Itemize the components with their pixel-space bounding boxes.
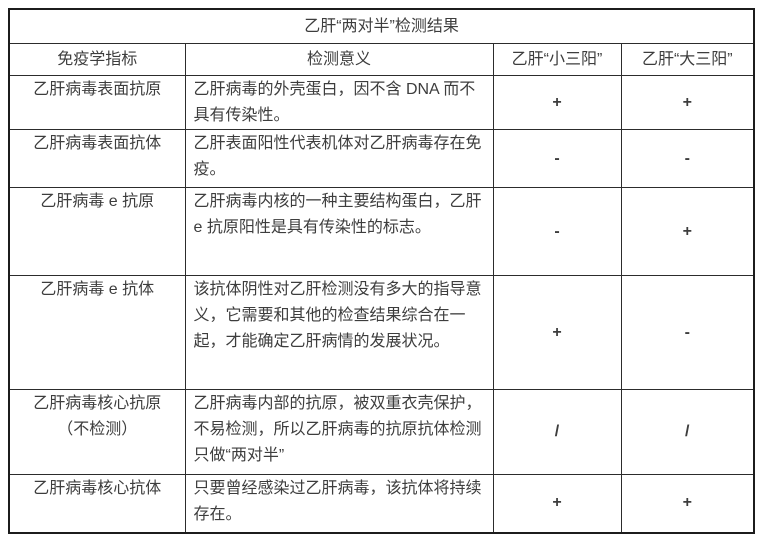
meaning-cell: 只要曾经感染过乙肝病毒，该抗体将持续存在。 xyxy=(184,474,494,533)
col-header-major-pattern: 乙肝“大三阳” xyxy=(620,43,755,76)
hbv-two-pairs-test-table: 乙肝“两对半”检测结果 免疫学指标 检测意义 乙肝“小三阳” 乙肝“大三阳” 乙… xyxy=(8,8,756,534)
indicator-cell: 乙肝病毒核心抗体 xyxy=(8,474,186,533)
indicator-cell: 乙肝病毒表面抗体 xyxy=(8,129,186,188)
col-header-indicator: 免疫学指标 xyxy=(8,43,186,76)
indicator-cell: 乙肝病毒核心抗原 （不检测） xyxy=(8,389,186,475)
major-result-cell: - xyxy=(620,129,755,188)
table-header-row: 免疫学指标 检测意义 乙肝“小三阳” 乙肝“大三阳” xyxy=(8,43,755,76)
minor-result-cell: + xyxy=(492,75,622,130)
meaning-cell: 乙肝表面阳性代表机体对乙肝病毒存在免疫。 xyxy=(184,129,494,188)
table-title-row: 乙肝“两对半”检测结果 xyxy=(8,8,755,44)
table-row: 乙肝病毒 e 抗体 该抗体阴性对乙肝检测没有多大的指导意义，它需要和其他的检查结… xyxy=(8,275,755,390)
indicator-cell: 乙肝病毒表面抗原 xyxy=(8,75,186,130)
table-title: 乙肝“两对半”检测结果 xyxy=(8,8,755,44)
minor-result-cell: + xyxy=(492,474,622,533)
table-row: 乙肝病毒核心抗体 只要曾经感染过乙肝病毒，该抗体将持续存在。 + + xyxy=(8,474,755,533)
meaning-cell: 乙肝病毒内部的抗原，被双重衣壳保护，不易检测，所以乙肝病毒的抗原抗体检测只做“两… xyxy=(184,389,494,475)
meaning-cell: 乙肝病毒的外壳蛋白，因不含 DNA 而不具有传染性。 xyxy=(184,75,494,130)
table-row: 乙肝病毒表面抗原 乙肝病毒的外壳蛋白，因不含 DNA 而不具有传染性。 + + xyxy=(8,75,755,130)
meaning-cell: 该抗体阴性对乙肝检测没有多大的指导意义，它需要和其他的检查结果综合在一起，才能确… xyxy=(184,275,494,390)
indicator-cell: 乙肝病毒 e 抗原 xyxy=(8,187,186,276)
table-row: 乙肝病毒核心抗原 （不检测） 乙肝病毒内部的抗原，被双重衣壳保护，不易检测，所以… xyxy=(8,389,755,475)
major-result-cell: + xyxy=(620,75,755,130)
major-result-cell: + xyxy=(620,187,755,276)
major-result-cell: + xyxy=(620,474,755,533)
table-row: 乙肝病毒表面抗体 乙肝表面阳性代表机体对乙肝病毒存在免疫。 - - xyxy=(8,129,755,188)
minor-result-cell: - xyxy=(492,129,622,188)
table-row: 乙肝病毒 e 抗原 乙肝病毒内核的一种主要结构蛋白，乙肝 e 抗原阳性是具有传染… xyxy=(8,187,755,276)
col-header-meaning: 检测意义 xyxy=(184,43,494,76)
minor-result-cell: / xyxy=(492,389,622,475)
major-result-cell: / xyxy=(620,389,755,475)
indicator-cell: 乙肝病毒 e 抗体 xyxy=(8,275,186,390)
major-result-cell: - xyxy=(620,275,755,390)
minor-result-cell: + xyxy=(492,275,622,390)
minor-result-cell: - xyxy=(492,187,622,276)
meaning-cell: 乙肝病毒内核的一种主要结构蛋白，乙肝 e 抗原阳性是具有传染性的标志。 xyxy=(184,187,494,276)
col-header-minor-pattern: 乙肝“小三阳” xyxy=(492,43,622,76)
